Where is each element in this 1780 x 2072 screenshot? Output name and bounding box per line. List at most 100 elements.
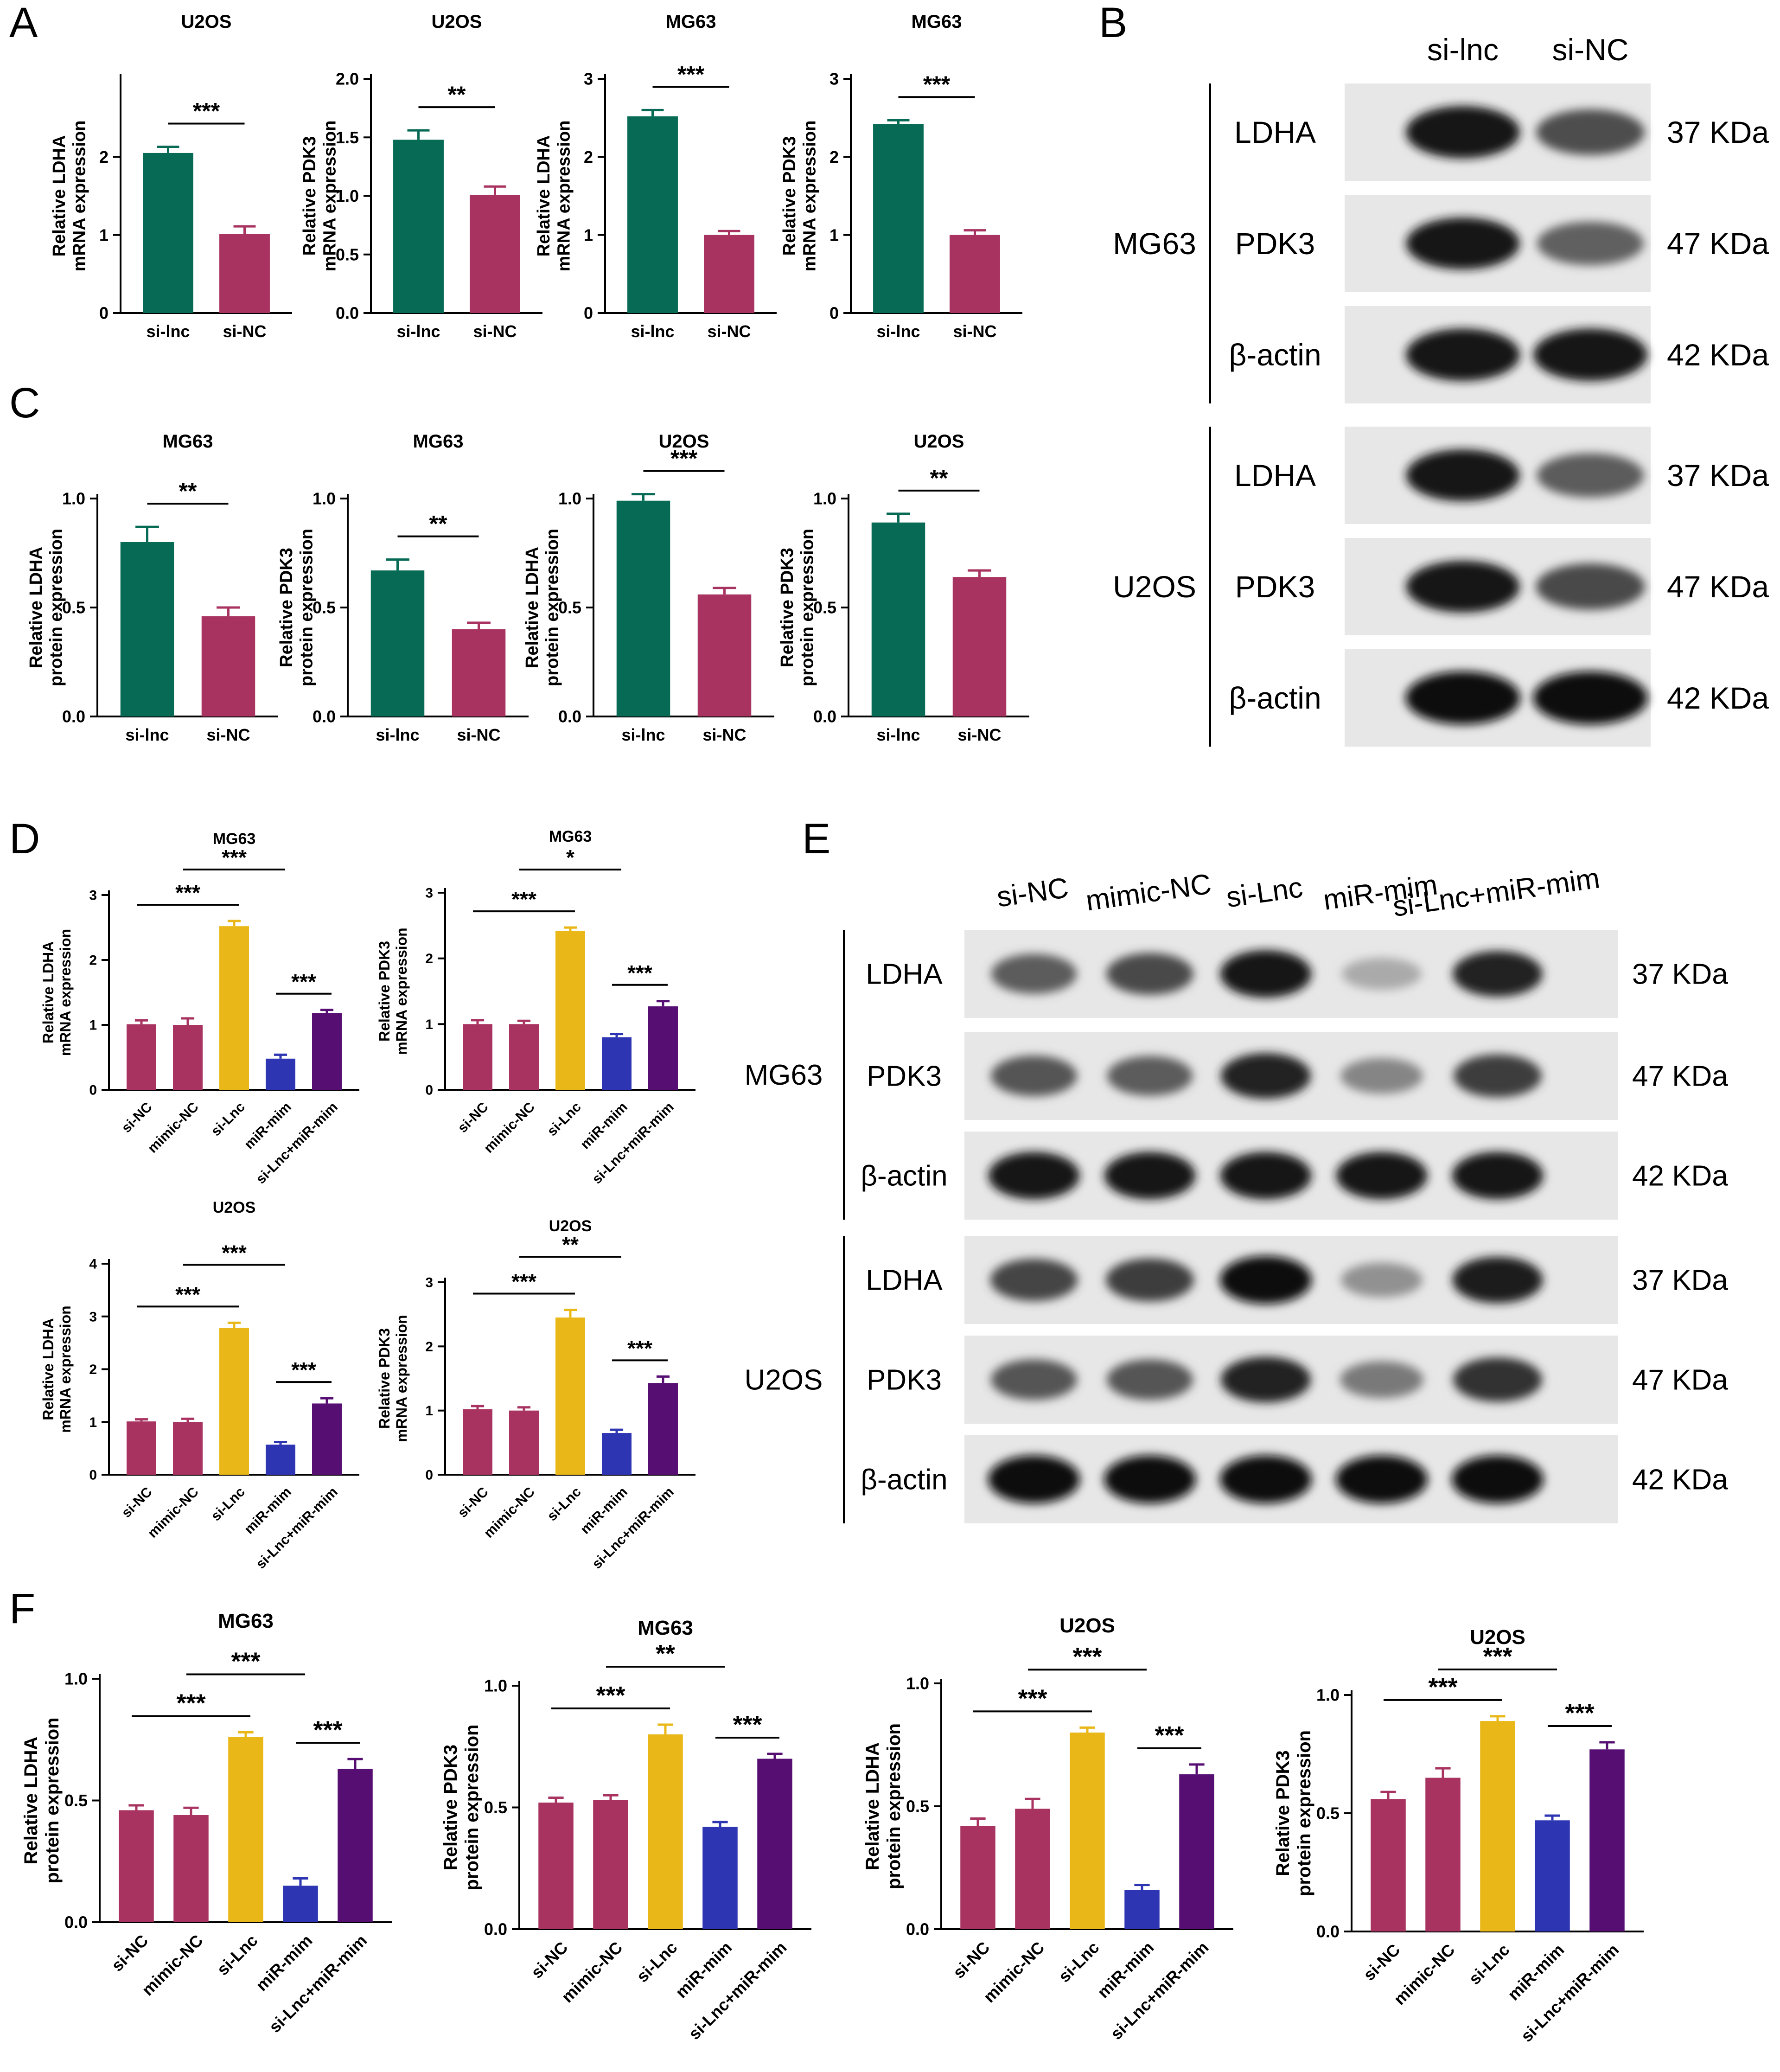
significance-label: *** [176, 1689, 205, 1717]
y-tick-label: 0 [425, 1083, 433, 1098]
bar-si-lnc [228, 1737, 263, 1922]
y-tick-label: 0.0 [813, 707, 836, 726]
blot-band [1406, 561, 1520, 613]
significance-label: ** [179, 478, 197, 504]
significance-label: *** [231, 1648, 260, 1676]
blot-band [1107, 1055, 1193, 1096]
blot-band [1340, 1361, 1423, 1398]
y-tick-label: 0.0 [558, 707, 581, 726]
significance-label: *** [511, 887, 536, 911]
blot-band [1536, 109, 1645, 155]
significance-label: *** [175, 881, 200, 905]
significance-label: *** [175, 1282, 200, 1306]
bar-si-lnc [370, 570, 425, 716]
significance-label: *** [193, 98, 220, 124]
significance-label: *** [677, 61, 705, 87]
lane-label: si-NC [1552, 32, 1629, 67]
chart-title: MG63 [666, 12, 716, 32]
blot-band [990, 1259, 1078, 1301]
x-tick-label: si-lnc [125, 725, 169, 744]
blot-band [988, 1151, 1080, 1200]
y-axis-label-line: mRNA expression [70, 121, 89, 272]
bar-mimic-nc [509, 1024, 539, 1090]
blot-row-mg63-pdk3: PDK3 47 KDa [867, 1032, 1728, 1120]
y-axis-label-line: Relative PDK3 [376, 1328, 393, 1429]
bar-si-nc [463, 1409, 492, 1475]
protein-label: LDHA [866, 1265, 943, 1297]
bar-si-lnc [627, 116, 678, 313]
significance-label: *** [923, 71, 951, 97]
significance-label: *** [670, 446, 698, 472]
y-axis-label: Relative LDHAmRNA expression [534, 121, 574, 272]
y-tick-label: 1 [584, 225, 593, 244]
x-tick-label: mimic-NC [481, 1099, 537, 1156]
blot-band [1533, 671, 1648, 725]
molecular-weight-label: 42 KDa [1632, 1160, 1728, 1192]
y-tick-label: 0.0 [64, 1913, 88, 1932]
x-tick-label: si-NC [702, 725, 746, 744]
bar-si-lnc-mir-mim [1589, 1749, 1625, 1931]
y-axis-label-line: Relative LDHA [534, 135, 554, 257]
y-tick-label: 0.5 [558, 598, 581, 617]
significance-label: *** [733, 1711, 762, 1739]
x-tick-label: si-Lnc+miR-mim [253, 1484, 341, 1572]
y-tick-label: 3 [89, 1309, 97, 1324]
blot-band [1453, 1357, 1542, 1402]
x-tick-label: si-NC [206, 725, 250, 744]
bar-si-nc [538, 1803, 574, 1929]
y-tick-label: 2 [99, 147, 108, 166]
y-tick-label: 0.5 [813, 598, 836, 617]
significance-label: *** [313, 1716, 342, 1744]
chart-title: MG63 [213, 830, 256, 848]
bar-si-nc [127, 1024, 156, 1090]
y-tick-label: 1 [99, 225, 108, 244]
bar-si-lnc [219, 926, 249, 1090]
blot-row-u2os-beta-actin: β-actin 42 KDa [1229, 649, 1769, 747]
x-tick-label: si-NC [455, 1484, 491, 1521]
y-axis-label: Relative LDHAmRNA expression [40, 1305, 74, 1432]
bar-si-nc [952, 577, 1007, 716]
bar-si-nc [463, 1024, 492, 1090]
y-tick-label: 1.0 [1316, 1686, 1340, 1705]
blot-band [1220, 1256, 1312, 1304]
chart-a3: MG63 Relative LDHAmRNA expression 0 1 2 3 si-l… [534, 12, 777, 341]
chart-c4: U2OS Relative PDK3protein expression 0.0 0.… [778, 431, 1029, 744]
blot-band [1452, 1455, 1544, 1503]
y-tick-label: 0.0 [62, 707, 85, 726]
protein-label: β-actin [861, 1464, 947, 1496]
chart-f4: U2OS Relative PDK3protein expression 0.0 0.… [1273, 1626, 1644, 2046]
y-tick-label: 1.0 [336, 186, 359, 205]
y-tick-label: 0.5 [62, 598, 85, 617]
molecular-weight-label: 42 KDa [1667, 681, 1769, 715]
blot-band [1406, 106, 1520, 159]
blot-row-mg63-ldha: LDHA 37 KDa [866, 930, 1728, 1018]
chart-title: MG63 [549, 828, 592, 845]
chart-title: MG63 [638, 1617, 693, 1639]
significance-label: *** [222, 845, 247, 870]
y-tick-label: 0.0 [313, 707, 336, 726]
blot-band [1406, 449, 1520, 501]
x-tick-label: si-Lnc [1055, 1938, 1103, 1986]
blot-band [1536, 563, 1645, 610]
chart-a2: U2OS Relative PDK3mRNA expression 0.0 0.5 1.… [300, 12, 542, 341]
x-tick-label: mimic-NC [145, 1099, 201, 1156]
bar-mimic-nc [173, 1025, 203, 1090]
panel-letter-d: D [9, 815, 40, 863]
molecular-weight-label: 37 KDa [1667, 115, 1769, 149]
y-axis-label: Relative PDK3mRNA expression [376, 1315, 410, 1442]
protein-label: PDK3 [1235, 569, 1315, 604]
y-axis-label-line: mRNA expression [320, 121, 340, 272]
y-tick-label: 0.5 [906, 1797, 929, 1816]
blot-row-u2os-ldha: LDHA 37 KDa [1234, 427, 1769, 524]
bar-si-lnc [555, 931, 585, 1090]
y-axis-label: Relative LDHAprotein expression [26, 529, 66, 686]
lane-label: si-NC [995, 872, 1071, 914]
x-tick-label: si-NC [953, 322, 996, 341]
y-axis-label-line: protein expression [1294, 1730, 1314, 1896]
lane-label: si-lnc [1427, 32, 1499, 67]
protein-label: PDK3 [867, 1061, 942, 1093]
blot-band [1454, 1054, 1542, 1098]
y-tick-label: 0 [425, 1468, 433, 1483]
bar-si-lnc [1480, 1721, 1515, 1931]
bar-mir-mim [702, 1827, 738, 1929]
